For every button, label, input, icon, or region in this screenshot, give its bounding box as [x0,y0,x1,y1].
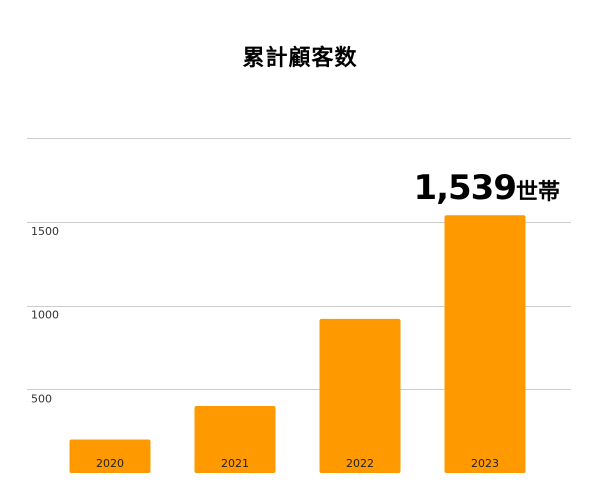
bar-2022 [319,318,401,473]
y-tick-label: 1000 [31,309,59,322]
bar-2021 [194,406,276,473]
bar-2020 [69,439,151,473]
total-value: 1,539 [413,168,517,208]
x-tick-label: 2023 [471,457,499,470]
y-tick-label: 500 [31,392,52,405]
chart-title: 累計顧客数 [242,46,358,71]
x-tick-label: 2021 [221,457,249,470]
y-tick-label: 1500 [31,225,59,238]
total-unit: 世帯 [515,180,560,205]
bar-2023 [444,215,526,473]
total-callout: 1,539世帯 [413,168,560,208]
x-tick-label: 2020 [96,457,124,470]
x-tick-label: 2022 [346,457,374,470]
